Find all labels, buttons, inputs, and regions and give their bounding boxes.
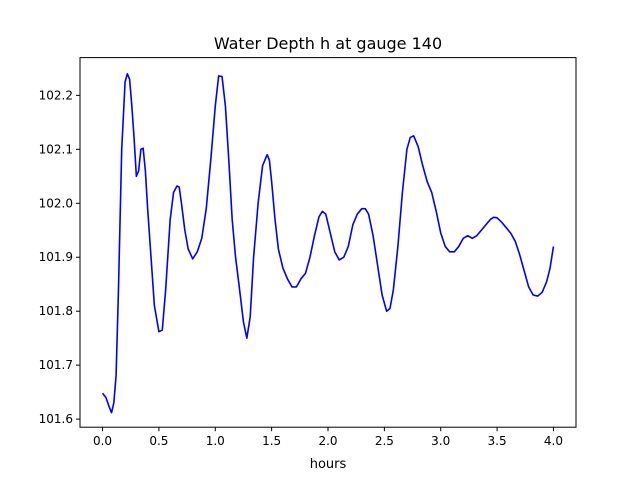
x-tick-label: 2.0 bbox=[318, 434, 337, 448]
series-line-0 bbox=[101, 72, 555, 414]
y-tick-label: 102.2 bbox=[39, 88, 73, 102]
x-tick-label: 3.0 bbox=[431, 434, 450, 448]
plot-area bbox=[101, 72, 555, 414]
y-tick-label: 101.6 bbox=[39, 412, 73, 426]
x-tick-label: 3.5 bbox=[488, 434, 507, 448]
y-tick-label: 102.1 bbox=[39, 142, 73, 156]
y-tick-label: 102.0 bbox=[39, 196, 73, 210]
chart-title: Water Depth h at gauge 140 bbox=[214, 34, 442, 53]
axes-frame bbox=[79, 57, 577, 428]
y-axis-ticks: 101.6 101.7 101.8 101.9 102.0 102.1 102.2 bbox=[39, 88, 80, 426]
x-tick-label: 2.5 bbox=[375, 434, 394, 448]
x-tick-label: 1.0 bbox=[206, 434, 225, 448]
y-tick-label: 101.9 bbox=[39, 250, 73, 264]
x-tick-label: 1.5 bbox=[262, 434, 281, 448]
x-tick-label: 0.0 bbox=[93, 434, 112, 448]
x-tick-label: 4.0 bbox=[544, 434, 563, 448]
x-axis-label: hours bbox=[310, 457, 347, 472]
y-tick-label: 101.8 bbox=[39, 304, 73, 318]
y-tick-label: 101.7 bbox=[39, 358, 73, 372]
x-axis-ticks: 0.0 0.5 1.0 1.5 2.0 2.5 3.0 3.5 4.0 bbox=[93, 427, 563, 448]
x-tick-label: 0.5 bbox=[149, 434, 168, 448]
